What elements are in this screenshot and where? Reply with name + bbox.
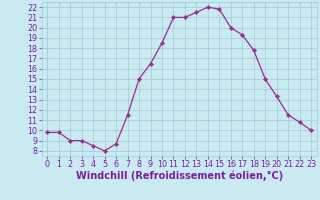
X-axis label: Windchill (Refroidissement éolien,°C): Windchill (Refroidissement éolien,°C) bbox=[76, 171, 283, 181]
